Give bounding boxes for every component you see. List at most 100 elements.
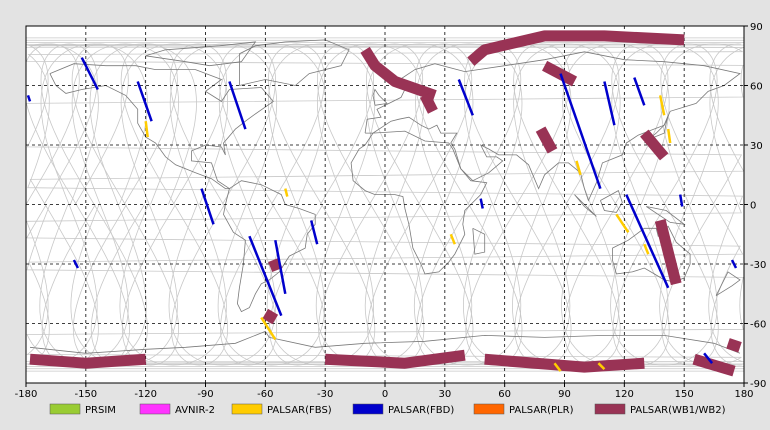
palsar-wb-swath <box>29 353 147 369</box>
lon-tick-label: 60 <box>498 389 511 400</box>
orbit-track <box>415 43 523 366</box>
palsar-fbd-swath <box>80 57 99 91</box>
orbit-track <box>364 43 523 366</box>
palsar-fbs-swath <box>575 160 582 176</box>
palsar-wb-swath <box>654 219 682 286</box>
orbit-track <box>464 43 572 366</box>
lon-tick-label: -30 <box>317 389 333 400</box>
palsar-fbd-swath <box>248 235 283 317</box>
lon-tick-label: 90 <box>558 389 571 400</box>
palsar-wb-swath <box>640 129 669 161</box>
palsar-fbd-swath <box>228 81 247 130</box>
palsar-wb-swath <box>535 126 558 154</box>
legend-label: PALSAR(FBS) <box>267 405 332 416</box>
lon-tick-label: 0 <box>382 389 388 400</box>
legend-item-palsar-plr: PALSAR(PLR) <box>473 403 574 416</box>
legend-swatch <box>139 403 171 415</box>
palsar-fbs-swath <box>284 188 289 197</box>
palsar-fbs-swath <box>615 213 630 233</box>
coastline <box>574 194 597 217</box>
lat-tick-label: -90 <box>750 379 766 390</box>
palsar-fbs-swath <box>449 233 456 245</box>
lon-tick-label: 120 <box>615 389 634 400</box>
palsar-wb-swath <box>484 353 645 373</box>
legend-item-avnir-2: AVNIR-2 <box>139 403 215 416</box>
coastline <box>372 88 388 106</box>
legend-item-palsar-fbs: PALSAR(FBS) <box>231 403 332 416</box>
lon-tick-label: -180 <box>15 389 38 400</box>
legend-swatch <box>231 403 263 415</box>
legend-swatch <box>473 403 505 415</box>
palsar-fbd-swath <box>625 194 670 289</box>
palsar-wb-swath <box>262 308 279 325</box>
palsar-wb-swath <box>268 257 283 273</box>
lon-tick-label: 180 <box>734 389 753 400</box>
palsar-fbs-swath <box>260 316 277 341</box>
legend-label: PALSAR(FBD) <box>388 405 454 416</box>
lat-tick-label: -30 <box>750 260 766 271</box>
coastline <box>350 130 488 275</box>
lon-tick-label: -150 <box>74 389 97 400</box>
lon-tick-label: -90 <box>197 389 213 400</box>
orbit-track <box>119 43 278 366</box>
coastline <box>29 330 741 354</box>
palsar-fbs-swath <box>144 121 149 138</box>
legend-label: AVNIR-2 <box>175 405 215 416</box>
observation-layer <box>26 30 742 377</box>
orbit-track <box>120 43 229 366</box>
lon-tick-label: 30 <box>438 389 451 400</box>
palsar-wb-swath <box>692 353 736 377</box>
legend-swatch <box>352 403 384 415</box>
coastline <box>145 41 257 67</box>
palsar-fbd-swath <box>730 259 738 269</box>
palsar-fbd-swath <box>136 81 153 122</box>
orbit-track <box>169 43 278 366</box>
legend: PRSIM AVNIR-2 PALSAR(FBS) PALSAR(FBD) PALSAR… <box>49 403 726 416</box>
orbit-track <box>168 43 327 366</box>
lon-tick-label: 150 <box>675 389 694 400</box>
palsar-fbd-swath <box>703 352 714 364</box>
palsar-wb-swath <box>324 349 466 369</box>
palsar-fbd-swath <box>479 198 484 209</box>
palsar-wb-swath <box>467 30 685 66</box>
legend-item-prism: PRSIM <box>49 403 116 416</box>
palsar-fbd-swath <box>603 81 616 126</box>
orbit-track <box>70 43 229 366</box>
lon-tick-label: -120 <box>134 389 157 400</box>
legend-swatch <box>594 403 626 415</box>
palsar-fbd-swath <box>72 259 80 269</box>
coastline <box>644 115 669 144</box>
palsar-wb-swath <box>419 92 438 114</box>
lat-tick-label: 60 <box>750 82 763 93</box>
latitude-axis: 90 60 30 0 -30 -60 -90 <box>744 22 766 390</box>
legend-label: PALSAR(PLR) <box>509 405 574 416</box>
palsar-fbd-swath <box>678 194 684 207</box>
palsar-wb-swath <box>542 60 578 87</box>
coastline <box>600 190 623 213</box>
palsar-fbd-swath <box>559 73 602 190</box>
palsar-fbd-swath <box>633 77 646 106</box>
coastline <box>364 51 741 202</box>
palsar-fbs-swath <box>666 128 672 144</box>
lat-tick-label: 30 <box>750 141 763 152</box>
palsar-fbd-swath <box>309 220 319 245</box>
orbit-track <box>462 43 621 366</box>
palsar-fbd-swath <box>274 239 287 295</box>
coastline <box>612 225 691 283</box>
orbit-track <box>26 43 744 366</box>
orbit-track <box>26 43 744 366</box>
lon-tick-label: -60 <box>257 389 273 400</box>
palsar-wb-swath <box>360 46 437 101</box>
palsar-fbd-swath <box>457 79 474 116</box>
lat-tick-label: 0 <box>750 201 756 212</box>
lat-tick-label: 90 <box>750 22 763 33</box>
longitude-axis: -180 -150 -120 -90 -60 -30 0 30 60 90 120 150 180 <box>15 383 754 400</box>
palsar-wb-swath <box>726 338 742 353</box>
legend-item-palsar-wb: PALSAR(WB1/WB2) <box>594 403 726 416</box>
coastline <box>49 63 274 190</box>
legend-item-palsar-fbd: PALSAR(FBD) <box>352 403 454 416</box>
coastline <box>472 227 486 255</box>
palsar-fbs-swath <box>658 95 666 116</box>
palsar-fbs-swath <box>553 362 562 372</box>
